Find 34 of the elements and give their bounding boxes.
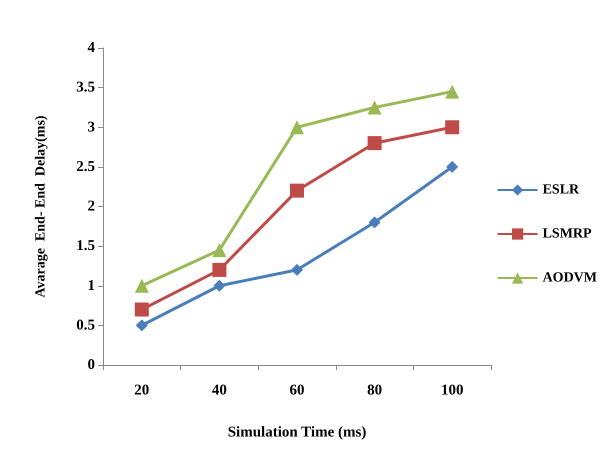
x-tick-label: 80 — [367, 382, 382, 398]
x-tick-label: 100 — [440, 382, 464, 398]
point — [213, 280, 226, 292]
point — [136, 319, 148, 332]
y-tick-label: 3 — [88, 119, 95, 136]
x-tick-label: 60 — [290, 382, 304, 398]
point — [134, 278, 149, 293]
y-tick-label: 2.5 — [76, 158, 95, 175]
x-axis-title: Simulation Time (ms) — [228, 424, 366, 440]
point — [212, 243, 226, 258]
x-tick-label: 20 — [134, 382, 150, 398]
point — [290, 120, 304, 134]
y-tick-label: 0 — [88, 357, 95, 373]
point — [212, 262, 226, 277]
y-tick-label: 3.5 — [76, 80, 95, 96]
y-tick-label: 2 — [88, 198, 95, 214]
point — [368, 136, 382, 150]
point — [368, 216, 381, 228]
point — [445, 84, 460, 99]
y-tick-label: 1.5 — [76, 238, 95, 254]
legend-label: ESLR — [542, 182, 580, 198]
point — [368, 100, 382, 114]
point — [445, 120, 460, 134]
y-tick-label: 0.5 — [76, 317, 95, 334]
point — [290, 184, 304, 198]
legend-label: AODVM — [542, 270, 598, 286]
point — [134, 302, 149, 317]
x-tick-label: 40 — [212, 382, 227, 398]
y-tick-label: 4 — [88, 40, 96, 56]
point — [446, 160, 458, 173]
y-axis-title: Avarage End- End Delay(ms) — [34, 115, 48, 298]
point — [291, 264, 303, 276]
y-tick-label: 1 — [88, 278, 95, 294]
legend-label: LSMRP — [542, 226, 592, 242]
